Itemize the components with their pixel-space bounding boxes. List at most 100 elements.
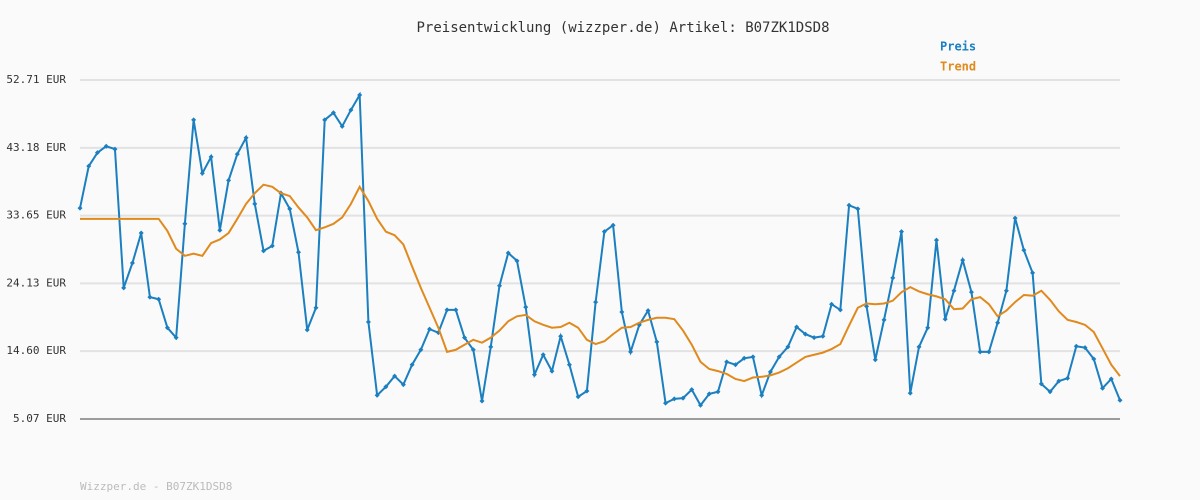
point-marker — [1003, 288, 1009, 294]
point-marker — [365, 319, 371, 325]
point-marker — [409, 362, 415, 368]
point-marker — [383, 384, 389, 390]
point-marker — [1117, 397, 1123, 403]
point-marker — [77, 205, 83, 211]
point-marker — [628, 349, 634, 355]
point-marker — [759, 392, 765, 398]
legend-label: Preis — [940, 40, 976, 54]
point-marker — [488, 344, 494, 350]
point-marker — [217, 227, 223, 233]
point-marker — [741, 355, 747, 361]
point-marker — [698, 402, 704, 408]
point-marker — [916, 344, 922, 350]
point-marker — [147, 294, 153, 300]
point-marker — [899, 229, 905, 235]
point-marker — [811, 335, 817, 341]
point-marker — [584, 388, 590, 394]
point-marker — [1056, 378, 1062, 384]
point-marker — [549, 368, 555, 374]
point-marker — [269, 243, 275, 249]
point-marker — [453, 307, 459, 313]
point-marker — [933, 237, 939, 243]
point-marker — [374, 392, 380, 398]
y-tick-label: 24.13 EUR — [6, 276, 66, 289]
y-tick-label: 14.60 EUR — [6, 344, 66, 357]
point-marker — [287, 206, 293, 212]
y-tick-label: 33.65 EUR — [6, 209, 66, 222]
point-marker — [680, 395, 686, 401]
point-marker — [1082, 345, 1088, 351]
point-marker — [191, 117, 197, 123]
point-marker — [794, 324, 800, 330]
point-marker — [444, 307, 450, 313]
point-marker — [400, 382, 406, 388]
point-marker — [531, 372, 537, 378]
point-marker — [829, 301, 835, 307]
point-marker — [313, 305, 319, 311]
point-marker — [1012, 215, 1018, 221]
point-marker — [575, 394, 581, 400]
point-marker — [523, 304, 529, 310]
point-marker — [802, 331, 808, 337]
point-marker — [610, 222, 616, 228]
point-marker — [837, 307, 843, 313]
point-marker — [1065, 375, 1071, 381]
point-marker — [243, 135, 249, 141]
point-marker — [121, 285, 127, 291]
point-marker — [951, 288, 957, 294]
legend-label: Trend — [940, 60, 976, 74]
point-marker — [1073, 343, 1079, 349]
point-marker — [671, 396, 677, 402]
point-marker — [339, 123, 345, 129]
footer: Wizzper.de - B07ZK1DSD8 — [80, 480, 232, 493]
point-marker — [995, 320, 1001, 326]
point-marker — [330, 110, 336, 116]
point-marker — [1108, 376, 1114, 382]
point-marker — [732, 362, 738, 368]
point-marker — [357, 92, 363, 98]
point-marker — [1100, 385, 1106, 391]
point-marker — [846, 202, 852, 208]
point-marker — [986, 349, 992, 355]
point-marker — [112, 146, 118, 152]
point-marker — [392, 373, 398, 379]
point-marker — [199, 170, 205, 176]
point-marker — [129, 260, 135, 266]
point-marker — [1047, 389, 1053, 395]
point-marker — [872, 357, 878, 363]
point-marker — [94, 150, 100, 156]
point-marker — [968, 289, 974, 295]
point-marker — [925, 325, 931, 331]
point-marker — [1021, 247, 1027, 253]
point-marker — [164, 325, 170, 331]
chart-title: Preisentwicklung (wizzper.de) Artikel: B… — [416, 20, 829, 36]
point-marker — [785, 344, 791, 350]
point-marker — [558, 333, 564, 339]
point-marker — [619, 309, 625, 315]
point-marker — [470, 347, 476, 353]
point-marker — [505, 250, 511, 256]
point-marker — [514, 258, 520, 264]
point-marker — [182, 221, 188, 227]
point-marker — [138, 230, 144, 236]
point-marker — [750, 354, 756, 360]
point-marker — [427, 326, 433, 332]
point-marker — [1091, 356, 1097, 362]
point-marker — [566, 362, 572, 368]
point-marker — [654, 339, 660, 345]
point-marker — [418, 347, 424, 353]
point-marker — [1038, 381, 1044, 387]
point-marker — [234, 151, 240, 157]
point-marker — [348, 107, 354, 113]
point-marker — [820, 333, 826, 339]
point-marker — [322, 117, 328, 123]
point-marker — [767, 369, 773, 375]
point-marker — [86, 163, 92, 169]
point-marker — [942, 316, 948, 322]
point-marker — [715, 389, 721, 395]
point-marker — [663, 400, 669, 406]
point-marker — [724, 359, 730, 365]
point-marker — [226, 177, 232, 183]
point-marker — [601, 229, 607, 235]
